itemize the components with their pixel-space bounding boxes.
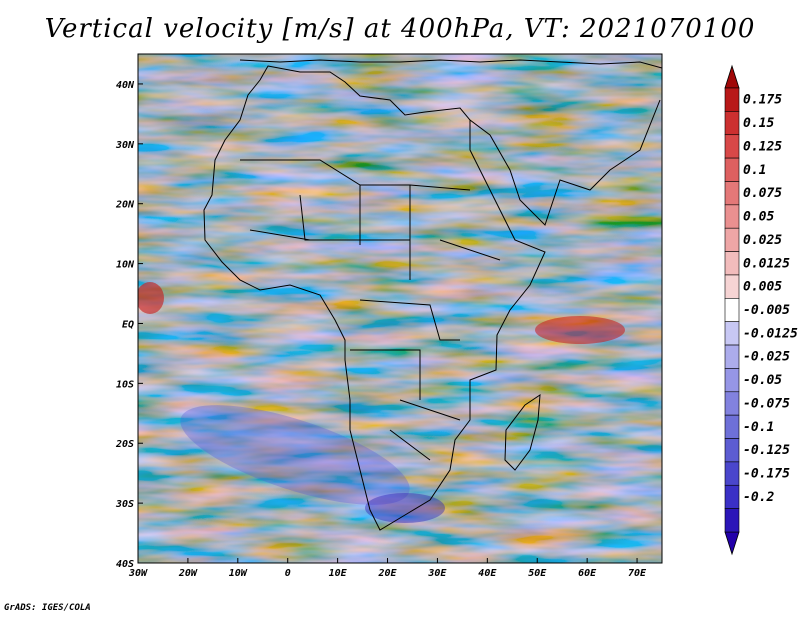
- latitude-axis: 40N 30N 20N 10N EQ 10S 20S 30S 40S: [115, 80, 143, 570]
- colorbar-swatch: [724, 508, 740, 533]
- colorbar: -0.2 -0.175 -0.125 -0.1 -0.075 -0.05 -0.025 -0.…: [724, 64, 798, 556]
- updraft-region-atlantic: [138, 282, 164, 314]
- lon-tick-label: 10E: [329, 568, 348, 579]
- colorbar-label: -0.175: [743, 467, 790, 482]
- lon-tick-label: 40E: [478, 568, 497, 579]
- lat-tick-label: 20N: [115, 200, 135, 211]
- colorbar-label: 0.125: [743, 139, 782, 154]
- subsidence-band-south-atlantic: [180, 405, 410, 505]
- africa-coastline: [203, 65, 546, 531]
- coastlines: [203, 59, 662, 531]
- colorbar-label: 0.15: [743, 116, 774, 131]
- colorbar-swatch: [724, 157, 740, 182]
- colorbar-swatch: [724, 344, 740, 369]
- lon-tick-label: 20E: [377, 568, 397, 579]
- colorbar-swatch: [724, 227, 740, 252]
- colorbar-label: 0.005: [743, 280, 782, 295]
- colorbar-swatch: [724, 134, 740, 159]
- lon-tick-label: 60E: [578, 568, 597, 579]
- lon-tick-label: 20W: [178, 568, 198, 579]
- colorbar-swatch: [724, 461, 740, 486]
- map-title: Vertical velocity [m/s] at 400hPa, VT: 2…: [44, 14, 756, 44]
- colorbar-swatch: [724, 321, 740, 346]
- lat-tick-label: 20S: [115, 439, 134, 450]
- colorbar-label: 0.175: [743, 93, 782, 108]
- colorbar-swatch: [724, 298, 740, 322]
- colorbar-label: -0.125: [743, 443, 790, 458]
- colorbar-label: 0.0125: [743, 256, 790, 271]
- colorbar-swatch: [724, 87, 740, 112]
- colorbar-top-arrow: [724, 64, 740, 89]
- plot-area: [138, 54, 662, 563]
- colorbar-bottom-arrow: [724, 531, 740, 556]
- colorbar-swatch: [724, 204, 740, 229]
- europe-coastline: [239, 59, 662, 69]
- lat-tick-label: 10N: [116, 260, 135, 271]
- colorbar-swatch: [724, 484, 740, 509]
- lon-tick-label: 10W: [229, 568, 248, 579]
- colorbar-swatch: [724, 181, 740, 206]
- lon-tick-label: 50E: [528, 568, 547, 579]
- colorbar-label: -0.2: [743, 490, 774, 505]
- colorbar-swatch: [724, 414, 740, 439]
- colorbar-swatch: [724, 251, 740, 276]
- lon-tick-label: 0: [285, 568, 291, 579]
- colorbar-label: -0.0125: [743, 326, 798, 341]
- lat-tick-label: 30S: [115, 499, 134, 510]
- colorbar-label: -0.075: [743, 396, 790, 411]
- colorbar-label: -0.025: [743, 350, 790, 365]
- updraft-region-indian-ocean: [535, 316, 625, 344]
- arabia-coastline: [469, 99, 661, 226]
- colorbar-label: -0.005: [743, 303, 790, 318]
- colorbar-swatch: [724, 391, 740, 416]
- colorbar-swatch: [724, 274, 740, 299]
- grads-credit: GrADS: IGES/COLA: [4, 603, 91, 613]
- colorbar-swatch: [724, 438, 740, 463]
- colorbar-label: 0.1: [743, 163, 766, 178]
- lat-tick-label: 40S: [116, 559, 134, 570]
- lat-tick-label: 40N: [116, 80, 135, 91]
- colorbar-label: 0.05: [743, 210, 774, 225]
- lat-tick-label: 10S: [116, 379, 134, 390]
- lat-tick-label: 30N: [115, 140, 135, 151]
- madagascar-coastline: [504, 394, 541, 471]
- lat-tick-label: EQ: [122, 319, 134, 330]
- country-borders: [240, 159, 501, 461]
- colorbar-swatch: [724, 111, 740, 136]
- lon-tick-label: 30E: [427, 568, 447, 579]
- colorbar-label: -0.05: [743, 373, 782, 388]
- lon-tick-label: 30W: [128, 568, 148, 579]
- subsidence-region-south-africa: [365, 493, 445, 523]
- colorbar-swatch: [724, 368, 740, 393]
- longitude-axis: 30W 20W 10W 0 10E 20E 30E 40E 50E 60E 70E: [128, 558, 647, 579]
- colorbar-label: 0.075: [743, 186, 782, 201]
- colorbar-label: 0.025: [743, 233, 782, 248]
- plot-frame: [137, 53, 663, 564]
- colorbar-label: -0.1: [743, 420, 774, 435]
- lon-tick-label: 70E: [628, 568, 647, 579]
